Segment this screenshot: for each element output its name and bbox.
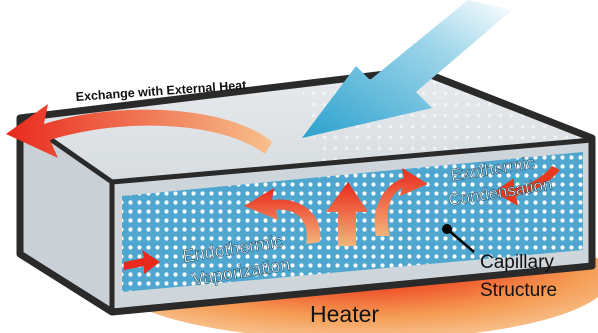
vapor-arrow-left-curve: [244, 188, 321, 244]
inflow-arrow: [302, 0, 512, 138]
casing-frame: [16, 66, 596, 316]
external-heat-arrow: [6, 104, 272, 158]
vapor-arrow-right-curve: [374, 168, 428, 236]
capillary-leader-line: [446, 228, 475, 253]
capillary-leader-dot: [442, 224, 452, 234]
return-arrow-left: [124, 250, 160, 274]
label-heater: Heater: [310, 301, 379, 327]
condensation-arrow: [494, 166, 560, 206]
label-capillary-line1: Capillary: [480, 252, 554, 273]
label-capillary-line2: Structure: [480, 280, 557, 301]
vapor-arrow-center: [326, 182, 368, 246]
